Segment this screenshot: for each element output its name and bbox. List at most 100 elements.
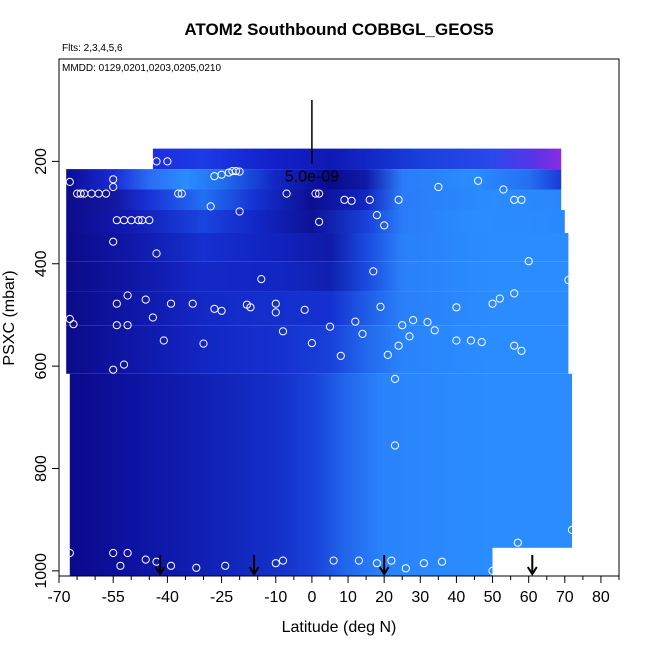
- data-point: [119, 360, 129, 369]
- data-point: [394, 195, 403, 204]
- data-point: [495, 294, 504, 303]
- heatmap-band: [66, 169, 562, 190]
- dates-note: MMDD: 0129,0201,0203,0205,0210: [62, 63, 221, 74]
- x-tick-label: -55: [102, 589, 125, 606]
- data-point: [452, 303, 461, 312]
- x-tick-label: 50: [484, 589, 502, 606]
- x-tick-label: 10: [339, 589, 357, 606]
- data-point: [271, 559, 280, 568]
- data-point: [336, 351, 345, 360]
- data-point: [517, 346, 526, 355]
- data-point: [390, 374, 400, 383]
- data-point: [369, 267, 378, 276]
- data-point: [466, 336, 475, 345]
- data-point: [123, 291, 132, 300]
- data-point: [101, 189, 111, 198]
- data-point: [235, 207, 244, 216]
- data-point: [347, 196, 356, 205]
- flight-arrow: [248, 555, 260, 576]
- data-point: [434, 182, 443, 192]
- data-point: [148, 313, 157, 322]
- flight-markers: [154, 555, 538, 576]
- y-axis: 200 400 600 800 1000: [33, 148, 59, 589]
- y-tick-label: 800: [33, 455, 50, 482]
- data-point: [76, 189, 85, 198]
- x-tick-label: 80: [592, 589, 610, 606]
- data-point: [257, 275, 266, 284]
- data-point: [210, 304, 219, 313]
- data-point: [217, 306, 226, 315]
- x-tick-label: 20: [375, 589, 393, 606]
- data-point: [390, 441, 400, 450]
- data-point: [372, 211, 381, 220]
- data-point: [174, 189, 183, 198]
- heatmap-band: [66, 325, 569, 374]
- data-point: [513, 538, 522, 547]
- data-point: [217, 170, 226, 179]
- y-tick-label: 200: [33, 148, 50, 175]
- data-point: [474, 176, 483, 185]
- x-tick-label: 60: [520, 589, 538, 606]
- data-point: [159, 336, 168, 345]
- x-tick-label: -40: [156, 589, 179, 606]
- y-tick-label: 600: [33, 353, 50, 380]
- data-point: [564, 276, 573, 285]
- data-point: [152, 157, 161, 166]
- plot-frame: [58, 58, 620, 577]
- flight-arrow: [378, 555, 390, 576]
- data-point: [311, 189, 320, 198]
- data-point: [488, 566, 497, 576]
- data-point: [524, 257, 533, 266]
- data-point: [567, 525, 577, 535]
- flight-arrow: [154, 555, 166, 576]
- data-point: [383, 350, 392, 359]
- data-point: [109, 237, 118, 246]
- data-point: [358, 329, 367, 338]
- heatmap-band: [69, 373, 573, 576]
- data-point: [488, 299, 497, 308]
- data-point: [246, 303, 255, 312]
- data-point: [141, 555, 150, 564]
- data-point: [325, 322, 335, 331]
- data-point: [351, 317, 360, 326]
- scale-bar-label: 5.0e-09: [285, 168, 339, 185]
- data-point: [69, 320, 78, 329]
- data-point: [206, 202, 215, 211]
- data-point: [163, 157, 172, 166]
- x-tick-label: -10: [264, 589, 287, 606]
- heatmap-band: [66, 189, 562, 210]
- data-point: [152, 249, 161, 258]
- data-point: [499, 185, 508, 194]
- data-point: [271, 299, 280, 308]
- data-point: [166, 299, 176, 308]
- data-point: [199, 339, 208, 348]
- heatmap-band: [152, 148, 562, 170]
- data-point: [177, 189, 186, 198]
- data-point: [419, 559, 428, 568]
- x-tick-label: 70: [556, 589, 574, 606]
- data-point: [401, 564, 410, 573]
- data-point: [398, 321, 407, 330]
- data-point: [109, 175, 118, 184]
- data-point: [437, 557, 447, 566]
- data-point: [192, 563, 201, 572]
- data-point: [145, 216, 154, 225]
- data-point: [166, 561, 176, 570]
- chart-title: ATOM2 Southbound COBBGL_GEOS5: [184, 20, 493, 39]
- data-point: [452, 336, 461, 345]
- y-tick-label: 1000: [33, 553, 50, 589]
- heatmap-band: [66, 291, 569, 326]
- data-point: [387, 556, 396, 565]
- data-point: [221, 561, 230, 570]
- data-point: [477, 338, 486, 347]
- data-point: [65, 548, 74, 558]
- data-point: [315, 217, 324, 226]
- data-point: [405, 332, 414, 341]
- x-axis-title: Latitude (deg N): [282, 619, 397, 636]
- y-tick-label: 400: [33, 250, 50, 277]
- data-point: [231, 167, 241, 176]
- data-point: [307, 339, 316, 348]
- data-point: [278, 556, 288, 565]
- data-point: [354, 556, 363, 565]
